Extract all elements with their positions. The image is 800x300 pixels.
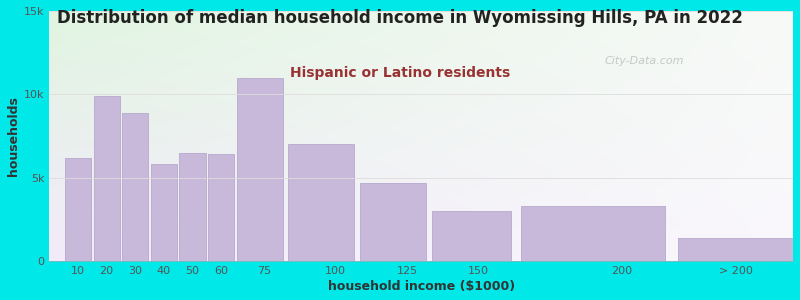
Bar — [179, 153, 206, 261]
Text: City-Data.com: City-Data.com — [605, 56, 684, 66]
Bar — [208, 154, 234, 261]
Bar — [65, 158, 91, 261]
Bar — [678, 238, 800, 261]
Bar — [288, 144, 354, 261]
X-axis label: household income ($1000): household income ($1000) — [328, 280, 515, 293]
Bar — [360, 183, 426, 261]
Y-axis label: households: households — [7, 96, 20, 176]
Bar — [150, 164, 177, 261]
Text: Hispanic or Latino residents: Hispanic or Latino residents — [290, 66, 510, 80]
Bar — [94, 96, 120, 261]
Text: Distribution of median household income in Wyomissing Hills, PA in 2022: Distribution of median household income … — [57, 9, 743, 27]
Bar — [122, 112, 149, 261]
Bar — [432, 211, 510, 261]
Bar — [521, 206, 666, 261]
Bar — [238, 78, 283, 261]
